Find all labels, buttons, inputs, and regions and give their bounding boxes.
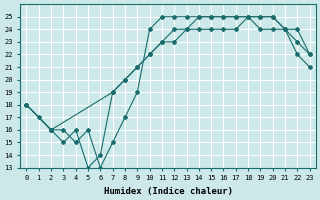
X-axis label: Humidex (Indice chaleur): Humidex (Indice chaleur) [104,187,233,196]
